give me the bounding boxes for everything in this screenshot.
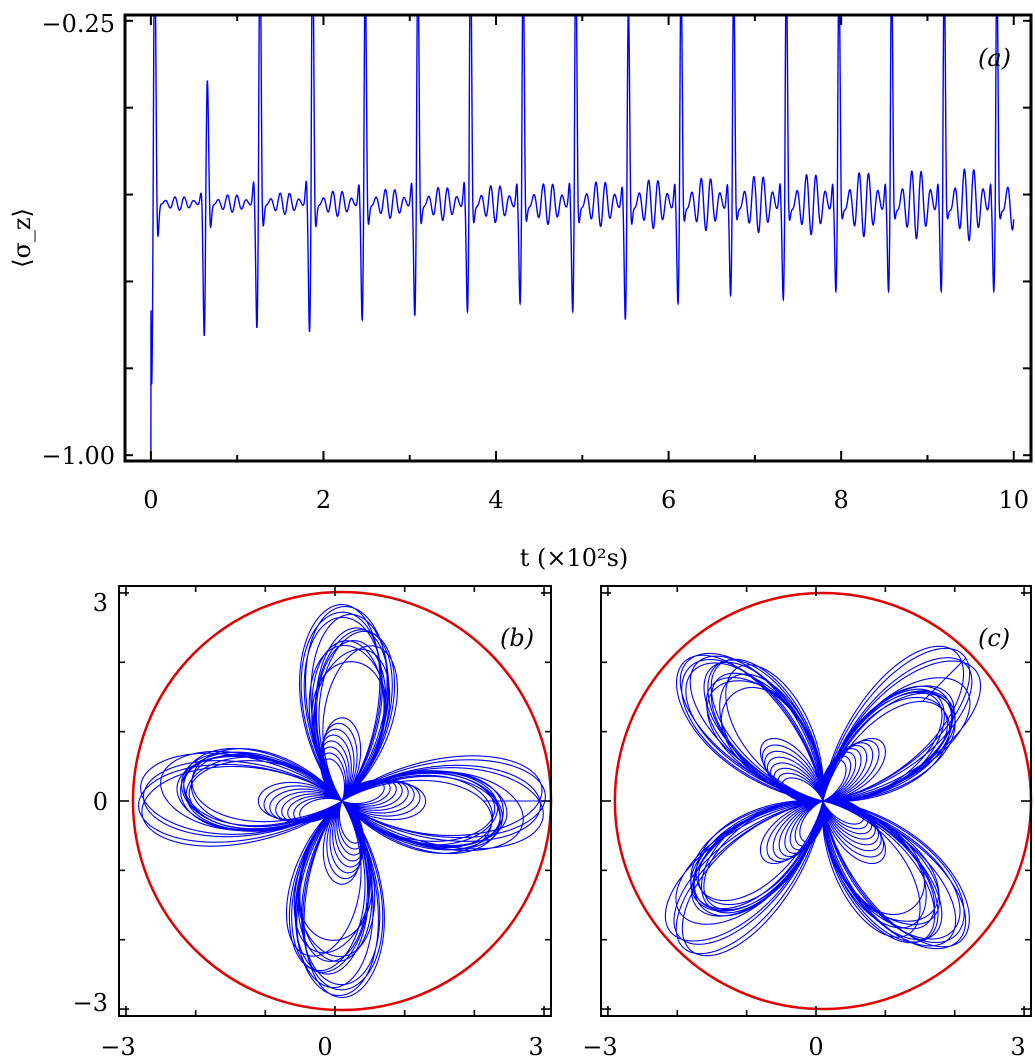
panel-b-x-tick-left: −3: [100, 1033, 135, 1061]
panel-a-frame: [123, 13, 1033, 463]
panel-c: (c) −3 0 3: [582, 585, 1033, 1061]
panel-c-x-tick-left: −3: [582, 1033, 617, 1061]
x-tick-label: 2: [316, 486, 331, 514]
panel-b-y-tick-top: 3: [93, 589, 108, 617]
x-tick-label: 0: [143, 486, 158, 514]
panel-a-label: (a): [978, 44, 1011, 72]
panel-b-trajectory-line: [138, 604, 546, 998]
x-tick-label: 6: [661, 486, 676, 514]
panel-a-ticks: [125, 15, 1031, 461]
sigma-z-series-line: [150, 14, 1015, 456]
y-axis-label: ⟨σ_z⟩: [8, 208, 36, 268]
panel-b-label: (b): [500, 624, 534, 652]
panel-c-x-tick-mid: 0: [808, 1033, 823, 1061]
y-tick-label-top: −0.25: [41, 10, 115, 38]
x-tick-label: 10: [998, 486, 1029, 514]
panel-c-ticks: [601, 586, 1031, 1016]
panel-c-x-tick-right: 3: [1010, 1033, 1025, 1061]
y-tick-label-bottom: −1.00: [41, 442, 115, 470]
panel-b-y-tick-mid: 0: [93, 788, 108, 816]
x-tick-label: 8: [834, 486, 849, 514]
x-tick-label: 4: [488, 486, 503, 514]
panel-b: (b) 3 0 −3 −3 0 3: [73, 585, 553, 1061]
panel-a: (a) −0.25 −1.00 0 2 4 6 8 10 ⟨σ_z⟩ t (×10²s): [8, 10, 1033, 572]
panel-a-x-tick-labels: 0 2 4 6 8 10: [143, 486, 1029, 514]
panel-c-label: (c): [978, 624, 1010, 652]
panel-c-trajectory-line: [664, 645, 982, 957]
panel-b-y-tick-bottom: −3: [73, 989, 108, 1017]
panel-b-x-tick-right: 3: [528, 1033, 543, 1061]
panel-b-ticks: [119, 586, 551, 1016]
x-axis-label: t (×10²s): [520, 544, 629, 572]
panel-b-x-tick-mid: 0: [317, 1033, 332, 1061]
